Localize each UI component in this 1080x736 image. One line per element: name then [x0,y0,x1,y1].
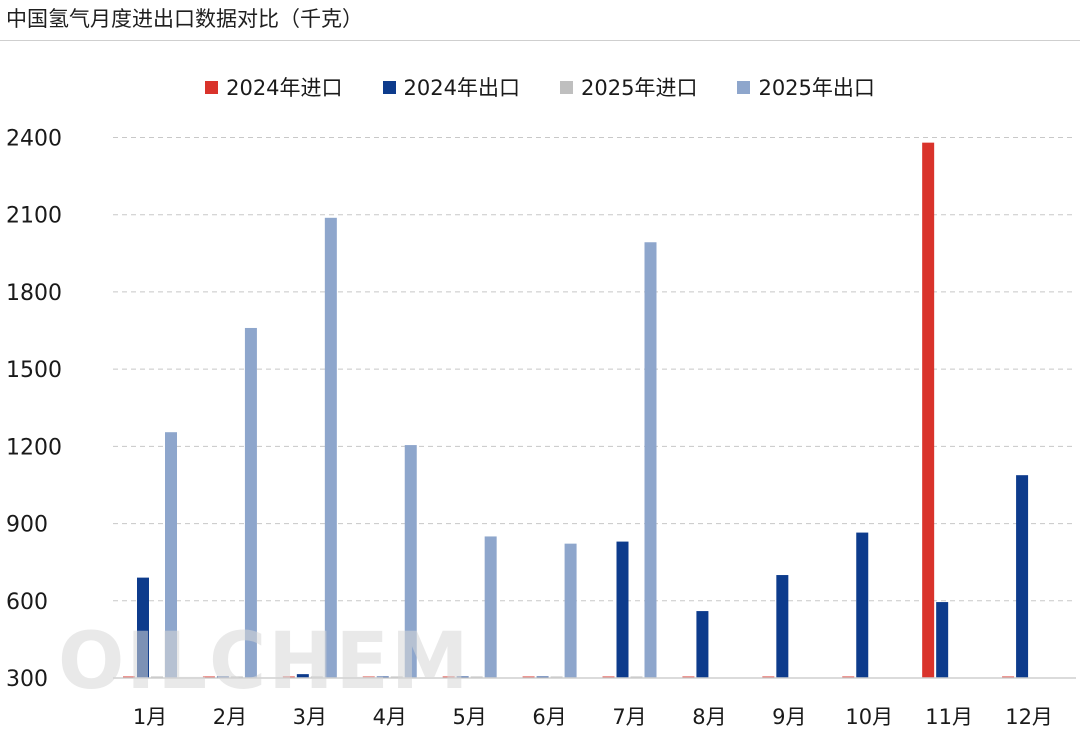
x-tick-label: 11月 [925,705,973,729]
y-tick-label: 1200 [6,435,62,460]
bar-2025-export[interactable] [564,543,577,678]
x-tick-label: 2月 [213,705,247,729]
bars [123,142,1029,679]
bar-2024-import[interactable] [922,142,935,679]
grid-lines [113,137,1076,602]
legend-item-2024-import[interactable]: 2024年进口 [205,72,343,102]
y-tick-label: 2100 [6,204,62,229]
x-tick-label: 9月 [772,705,806,729]
chart-legend: 2024年进口 2024年出口 2025年进口 2025年出口 [0,72,1080,102]
x-tick-label: 12月 [1005,705,1053,729]
legend-item-2025-export[interactable]: 2025年出口 [737,72,875,102]
watermark-logo: OILCHEM [58,617,470,707]
x-tick-label: 6月 [532,705,566,729]
legend-swatch-2024-export [382,80,396,94]
x-tick-label: 7月 [612,705,646,729]
y-tick-label: 300 [6,667,48,692]
bar-2024-export[interactable] [856,532,869,678]
y-tick-label: 2400 [6,127,62,152]
bar-2024-export[interactable] [1016,475,1029,678]
title-divider [0,40,1080,41]
bar-2024-export[interactable] [936,602,949,678]
bar-2025-export[interactable] [324,217,337,678]
legend-label-2024-import: 2024年进口 [226,76,343,100]
y-tick-label: 600 [6,590,48,615]
y-tick-label: 900 [6,513,48,538]
bar-2025-export[interactable] [165,432,177,678]
legend-label-2025-export: 2025年出口 [758,76,875,100]
y-tick-label: 1500 [6,358,62,383]
legend-label-2025-import: 2025年进口 [581,76,698,100]
legend-swatch-2024-import [205,80,219,94]
legend-swatch-2025-import [560,80,573,94]
bar-2024-export[interactable] [137,577,149,678]
x-tick-label: 10月 [845,705,893,729]
x-tick-label: 5月 [452,705,486,729]
x-tick-label: 3月 [293,705,327,729]
bar-2025-export[interactable] [404,445,417,678]
x-tick-label: 8月 [692,705,726,729]
legend-item-2024-export[interactable]: 2024年出口 [382,72,520,102]
bar-2025-export[interactable] [644,242,657,679]
bar-2024-export[interactable] [616,541,629,678]
bar-2024-export[interactable] [296,674,309,678]
legend-item-2025-import[interactable]: 2025年进口 [560,72,697,102]
bar-2025-export[interactable] [484,536,497,678]
legend-label-2024-export: 2024年出口 [403,76,520,100]
chart-title: 中国氢气月度进出口数据对比（千克） [6,7,363,31]
x-axis: 1月 2月 3月 4月 5月 6月 7月 8月 9月 10月 11月 12月 [113,677,1076,729]
legend-swatch-2025-export [737,80,751,94]
bar-2024-export[interactable] [696,611,709,678]
bar-2025-export[interactable] [244,327,257,678]
y-tick-label: 1800 [6,281,62,306]
x-tick-label: 1月 [133,705,167,729]
bar-2024-export[interactable] [776,575,789,678]
y-axis: 300 600 900 1200 1500 1800 2100 2400 [6,127,62,693]
x-tick-label: 4月 [373,705,407,729]
